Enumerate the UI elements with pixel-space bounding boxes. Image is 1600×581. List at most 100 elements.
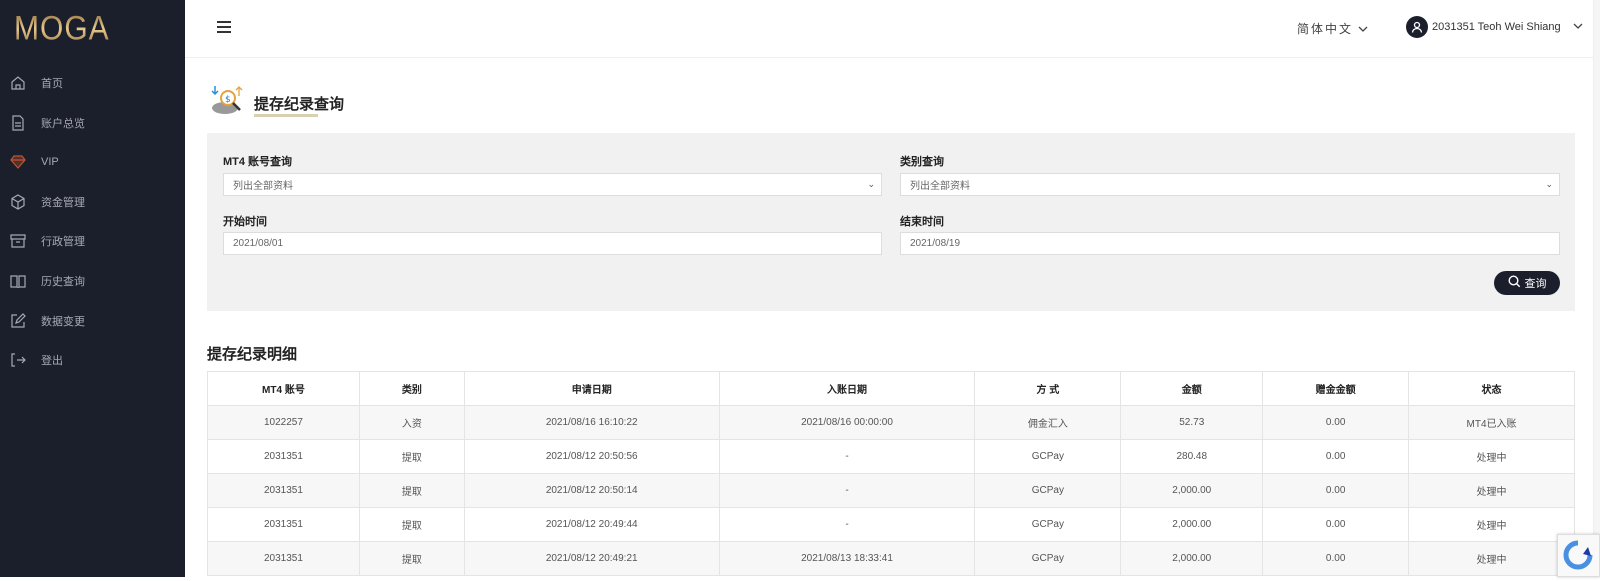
table-cell: 2031351	[207, 473, 360, 508]
column-header: 入账日期	[718, 371, 976, 406]
table-cell: 280.48	[1120, 439, 1264, 474]
logo: MOGA	[14, 9, 110, 48]
recaptcha-badge[interactable]	[1557, 534, 1600, 577]
table-cell: 2021/08/13 18:33:41	[718, 541, 976, 576]
table-cell: 提取	[358, 439, 465, 474]
archive-icon	[10, 233, 26, 249]
table-cell: 2021/08/12 20:50:14	[463, 473, 720, 508]
column-header: 状态	[1408, 371, 1575, 406]
column-header: 类别	[358, 371, 465, 406]
table-row: 2031351 提取 2021/08/12 20:50:14- GCPay 2,000.…	[207, 473, 1575, 508]
table-cell: 2031351	[207, 439, 360, 474]
home-icon	[10, 75, 26, 91]
language-selector[interactable]: 简体中文	[1297, 20, 1368, 37]
table-cell: 0.00	[1262, 507, 1410, 542]
sidebar-item-4[interactable]: 行政管理	[0, 223, 185, 259]
sidebar: MOGA 首页账户总览 VIP 资金管理行政管理历史查询数据变更登出	[0, 0, 185, 577]
table-cell: 处理中	[1408, 541, 1575, 576]
column-header: 金额	[1120, 371, 1264, 406]
table-cell: -	[718, 473, 976, 508]
logout-icon	[10, 352, 26, 368]
account-filter-label: MT4 账号查询	[223, 156, 293, 168]
chevron-down-icon	[1358, 22, 1368, 36]
chevron-down-icon	[1573, 21, 1583, 33]
type-filter-label: 类别查询	[900, 156, 944, 168]
top-bar: 简体中文 2031351 Teoh Wei Shiang	[185, 0, 1593, 58]
table-cell: 提取	[358, 473, 465, 508]
table-cell: 0.00	[1262, 541, 1410, 576]
table-cell: 2031351	[207, 541, 360, 576]
column-header: 申请日期	[463, 371, 720, 406]
table-cell: 0.00	[1262, 439, 1410, 474]
start-time-label: 开始时间	[223, 216, 267, 228]
sidebar-item-label: 账户总览	[41, 117, 85, 130]
edit-icon	[10, 312, 26, 329]
document-icon	[10, 114, 26, 131]
table-cell: 处理中	[1408, 473, 1575, 508]
sidebar-item-label: 数据变更	[41, 315, 85, 328]
table-cell: 52.73	[1120, 405, 1264, 440]
table-cell: MT4已入账	[1408, 405, 1575, 440]
type-select[interactable]: 列出全部资料 ⌄	[900, 173, 1560, 196]
sidebar-item-label: 行政管理	[41, 236, 85, 249]
account-select[interactable]: 列出全部资料 ⌄	[223, 173, 882, 196]
table-cell: GCPay	[974, 507, 1122, 542]
table-cell: 2,000.00	[1120, 507, 1264, 542]
start-time-input[interactable]: 2021/08/01	[223, 232, 882, 255]
sidebar-item-6[interactable]: 数据变更	[0, 303, 185, 339]
table-cell: 佣金汇入	[974, 405, 1122, 440]
sidebar-item-label: 登出	[41, 355, 63, 368]
table-cell: 入资	[358, 405, 465, 440]
records-table: MT4 账号 类别 申请日期 入账日期方 式金额 赠金金额 状态 1022257 入资 202…	[207, 371, 1575, 576]
table-cell: 2,000.00	[1120, 473, 1264, 508]
table-cell: 2,000.00	[1120, 541, 1264, 576]
column-header: 方 式	[974, 371, 1122, 406]
user-menu[interactable]: 2031351 Teoh Wei Shiang	[1406, 16, 1583, 38]
records-title: 提存纪录明细	[207, 346, 298, 363]
type-select-value: 列出全部资料	[910, 181, 970, 192]
table-cell: 提取	[358, 541, 465, 576]
table-cell: 2021/08/12 20:49:21	[463, 541, 720, 576]
table-cell: 0.00	[1262, 473, 1410, 508]
account-select-value: 列出全部资料	[233, 181, 293, 192]
table-cell: 2031351	[207, 507, 360, 542]
table-cell: GCPay	[974, 541, 1122, 576]
column-header: MT4 账号	[207, 371, 360, 406]
money-search-icon: $	[210, 84, 244, 116]
user-name: 2031351 Teoh Wei Shiang	[1432, 21, 1561, 33]
table-row: 2031351 提取 2021/08/12 20:49:21 2021/08/13 1…	[207, 541, 1575, 576]
chevron-down-icon: ⌄	[1545, 179, 1553, 189]
box-icon	[10, 194, 26, 210]
table-row: 2031351 提取 2021/08/12 20:49:44- GCPay 2,000.…	[207, 507, 1575, 542]
title-underline	[254, 114, 318, 117]
table-row: 1022257 入资 2021/08/16 16:10:22 2021/08/16 0…	[207, 405, 1575, 440]
table-cell: 2021/08/16 00:00:00	[718, 405, 976, 440]
table-cell: 2021/08/12 20:50:56	[463, 439, 720, 474]
table-cell: GCPay	[974, 473, 1122, 508]
table-row: 2031351 提取 2021/08/12 20:50:56- GCPay 280.48…	[207, 439, 1575, 474]
diamond-icon	[10, 154, 26, 170]
scrollbar[interactable]	[1593, 0, 1600, 577]
table-cell: 1022257	[207, 405, 360, 440]
page-title: 提存纪录查询	[254, 96, 345, 113]
sidebar-item-5[interactable]: 历史查询	[0, 263, 185, 299]
sidebar-item-label: 历史查询	[41, 276, 85, 288]
sidebar-item-0[interactable]: 首页	[0, 65, 185, 101]
chevron-down-icon: ⌄	[867, 179, 875, 189]
end-time-input[interactable]: 2021/08/19	[900, 232, 1560, 255]
sidebar-item-7[interactable]: 登出	[0, 342, 185, 378]
table-cell: 处理中	[1408, 507, 1575, 542]
table-cell: 2021/08/12 20:49:44	[463, 507, 720, 542]
search-button[interactable]: 查询	[1494, 271, 1560, 295]
column-header: 赠金金额	[1262, 371, 1410, 406]
sidebar-item-1[interactable]: 账户总览	[0, 105, 185, 141]
sidebar-item-label: 首页	[41, 78, 63, 90]
filter-panel	[207, 133, 1575, 311]
book-icon	[10, 273, 26, 289]
sidebar-item-label: 资金管理	[41, 196, 85, 209]
sidebar-item-3[interactable]: 资金管理	[0, 184, 185, 220]
table-cell: 处理中	[1408, 439, 1575, 474]
sidebar-item-label: VIP	[41, 156, 59, 169]
menu-toggle-icon[interactable]	[217, 21, 231, 33]
sidebar-item-2[interactable]: VIP	[0, 144, 185, 180]
